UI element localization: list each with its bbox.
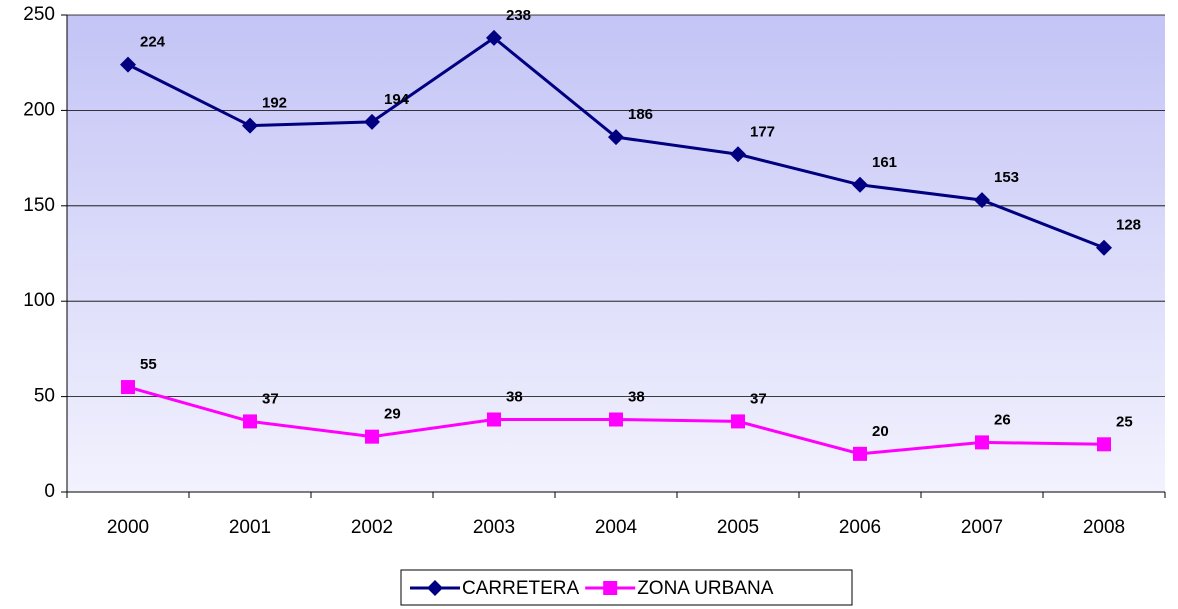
data-label: 55 <box>140 356 157 373</box>
x-tick-label: 2006 <box>839 517 881 538</box>
data-label: 186 <box>628 106 653 123</box>
marker <box>487 412 501 427</box>
data-label: 38 <box>506 388 523 405</box>
marker <box>1096 239 1112 256</box>
marker <box>364 113 380 130</box>
data-label: 29 <box>384 406 401 423</box>
x-tick-label: 2002 <box>351 517 393 538</box>
marker <box>120 56 136 73</box>
marker <box>486 29 502 46</box>
marker <box>852 176 868 193</box>
y-tick-label: 100 <box>23 290 55 311</box>
marker <box>609 412 623 427</box>
legend-marker <box>427 580 443 596</box>
x-tick-label: 2001 <box>229 517 271 538</box>
legend: CARRETERA ZONA URBANA <box>400 569 853 606</box>
marker <box>730 146 746 163</box>
data-label: 153 <box>994 169 1019 186</box>
data-label: 38 <box>628 388 645 405</box>
y-tick-label: 50 <box>34 386 55 407</box>
marker <box>121 380 135 395</box>
marker <box>608 129 624 146</box>
marker <box>365 429 379 444</box>
data-label: 37 <box>262 390 279 407</box>
y-tick-label: 200 <box>23 99 55 120</box>
x-tick-label: 2000 <box>107 517 149 538</box>
data-label: 37 <box>750 390 767 407</box>
x-tick-label: 2003 <box>473 517 515 538</box>
legend-label: ZONA URBANA <box>637 578 774 599</box>
marker <box>975 435 989 450</box>
legend-label: CARRETERA <box>462 578 580 599</box>
x-tick-label: 2005 <box>717 517 759 538</box>
x-tick-label: 2008 <box>1083 517 1125 538</box>
data-label: 26 <box>994 411 1011 428</box>
marker <box>243 414 257 429</box>
data-label: 192 <box>262 95 287 112</box>
data-label: 25 <box>1116 413 1133 430</box>
x-tick-label: 2004 <box>595 517 638 538</box>
y-tick-label: 0 <box>44 481 55 502</box>
marker <box>1097 437 1111 452</box>
data-label: 128 <box>1116 217 1141 234</box>
legend-marker <box>603 581 618 595</box>
marker <box>242 117 258 134</box>
data-label: 238 <box>506 7 531 24</box>
data-label: 224 <box>140 34 166 51</box>
marker <box>974 192 990 209</box>
chart-layer: 0 50 100 150 200 250 2000 2001 2002 2003 2004 2005 2… <box>23 4 1166 606</box>
data-label: 161 <box>872 154 897 171</box>
y-tick-label: 150 <box>23 195 55 216</box>
marker <box>853 446 867 461</box>
marker <box>731 414 745 429</box>
x-tick-label: 2007 <box>961 517 1003 538</box>
y-tick-label: 250 <box>23 4 55 25</box>
data-label: 20 <box>872 423 889 440</box>
data-label: 194 <box>384 91 410 108</box>
data-label: 177 <box>750 123 775 140</box>
